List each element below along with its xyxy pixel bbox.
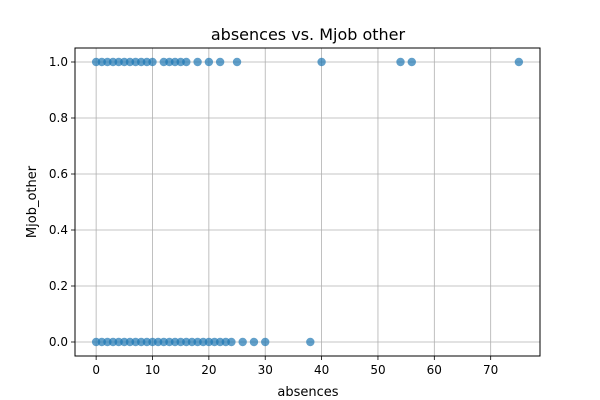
data-point	[306, 337, 315, 347]
data-point	[238, 337, 247, 347]
data-point	[514, 57, 524, 67]
y-tick-label: 0.4	[49, 223, 68, 237]
data-point	[215, 57, 225, 67]
data-point	[227, 337, 236, 347]
grid-lines	[75, 48, 540, 356]
data-point	[204, 57, 214, 67]
data-points	[91, 57, 524, 347]
axis-ticks: 0 10 20 30 40 50 60 70 0.0 0.2 0.4 0.6 0.8 1.0	[49, 55, 498, 377]
y-tick-label: 0.0	[49, 335, 68, 349]
y-tick-label: 0.8	[49, 111, 68, 125]
x-axis-label: absences	[277, 385, 338, 400]
data-point	[148, 57, 157, 67]
x-tick-label: 60	[427, 363, 442, 377]
x-tick-label: 10	[145, 363, 160, 377]
data-point	[249, 337, 259, 347]
y-tick-label: 0.6	[49, 167, 68, 181]
x-tick-label: 50	[370, 363, 385, 377]
data-point	[193, 57, 202, 67]
chart-title: absences vs. Mjob other	[211, 25, 406, 44]
plot-frame	[74, 47, 541, 357]
data-point	[261, 337, 270, 347]
x-tick-label: 30	[258, 363, 273, 377]
x-tick-label: 20	[201, 363, 216, 377]
y-tick-label: 1.0	[49, 55, 68, 69]
y-axis-label: Mjob_other	[25, 165, 40, 238]
x-tick-label: 70	[483, 363, 498, 377]
data-point	[317, 57, 326, 67]
x-tick-label: 40	[314, 363, 329, 377]
data-point	[396, 57, 405, 67]
x-tick-label: 0	[92, 363, 100, 377]
y-tick-label: 0.2	[49, 279, 68, 293]
data-point	[407, 57, 416, 67]
data-point	[232, 57, 242, 67]
data-point	[182, 57, 191, 67]
